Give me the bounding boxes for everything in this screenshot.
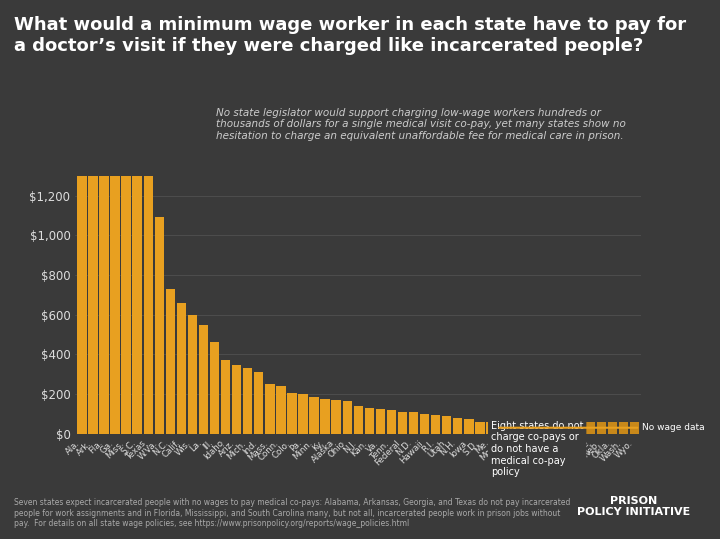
Bar bbox=[508, 422, 518, 434]
Bar bbox=[287, 393, 297, 434]
Bar bbox=[464, 419, 474, 434]
Bar bbox=[475, 422, 485, 434]
Bar bbox=[89, 176, 98, 434]
Bar bbox=[531, 422, 540, 434]
Bar bbox=[110, 176, 120, 434]
Bar bbox=[597, 422, 606, 434]
Bar bbox=[331, 400, 341, 434]
Text: What would a minimum wage worker in each state have to pay for
a doctor’s visit : What would a minimum wage worker in each… bbox=[14, 16, 687, 55]
Bar bbox=[619, 422, 629, 434]
Bar bbox=[221, 360, 230, 434]
Bar bbox=[397, 412, 408, 434]
Bar bbox=[354, 406, 363, 434]
Bar bbox=[453, 418, 462, 434]
Bar bbox=[243, 368, 253, 434]
Text: No state legislator would support charging low-wage workers hundreds or
thousand: No state legislator would support chargi… bbox=[216, 108, 626, 141]
Bar bbox=[541, 422, 551, 434]
Bar bbox=[608, 422, 617, 434]
Bar bbox=[188, 315, 197, 434]
Bar bbox=[364, 408, 374, 434]
Bar bbox=[376, 409, 385, 434]
Bar bbox=[122, 176, 131, 434]
Bar bbox=[630, 422, 639, 434]
Bar bbox=[265, 384, 274, 434]
Text: Seven states expect incarcerated people with no wages to pay medical co-pays: Al: Seven states expect incarcerated people … bbox=[14, 499, 571, 528]
Bar bbox=[176, 303, 186, 434]
Bar bbox=[210, 342, 220, 434]
Bar bbox=[310, 397, 319, 434]
Bar bbox=[442, 416, 451, 434]
Bar bbox=[486, 422, 495, 434]
Bar bbox=[409, 412, 418, 434]
Bar bbox=[166, 289, 175, 434]
Bar bbox=[431, 415, 441, 434]
Bar bbox=[77, 176, 86, 434]
Text: PRISON
POLICY INITIATIVE: PRISON POLICY INITIATIVE bbox=[577, 496, 690, 517]
Bar bbox=[232, 365, 241, 434]
Bar bbox=[564, 422, 573, 434]
Bar bbox=[343, 401, 352, 434]
Bar bbox=[420, 414, 429, 434]
Text: Eight states do not
charge co-pays or
do not have a
medical co-pay
policy: Eight states do not charge co-pays or do… bbox=[491, 421, 583, 477]
Bar bbox=[519, 422, 528, 434]
Bar bbox=[298, 394, 307, 434]
Bar bbox=[254, 372, 264, 434]
Bar bbox=[199, 324, 208, 434]
Bar bbox=[320, 399, 330, 434]
Bar bbox=[155, 217, 164, 434]
Bar bbox=[586, 422, 595, 434]
Bar bbox=[552, 422, 562, 434]
Bar bbox=[387, 410, 396, 434]
Bar bbox=[99, 176, 109, 434]
Bar bbox=[498, 422, 507, 434]
Text: No wage data: No wage data bbox=[642, 423, 705, 432]
Bar bbox=[143, 176, 153, 434]
Bar bbox=[132, 176, 142, 434]
Bar bbox=[276, 386, 286, 434]
Bar bbox=[575, 422, 584, 434]
